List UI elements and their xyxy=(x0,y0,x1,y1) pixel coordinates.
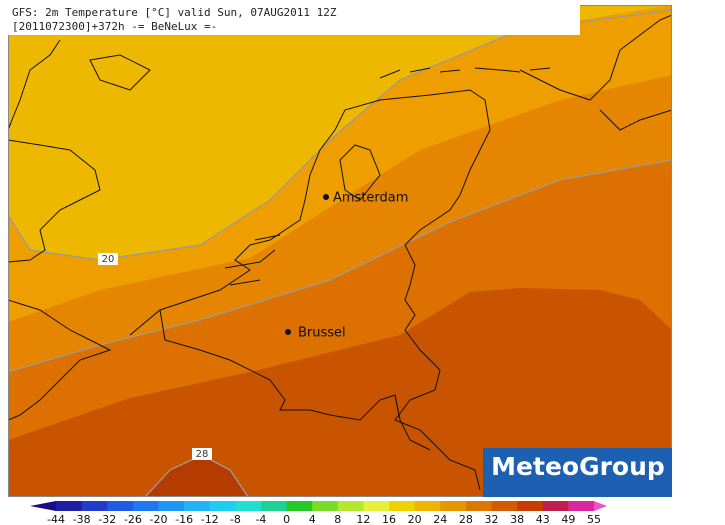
colorbar-swatch xyxy=(260,501,288,511)
colorbar-swatch xyxy=(491,501,518,511)
colorbar-label: -20 xyxy=(149,513,167,525)
colorbar-swatch xyxy=(235,501,262,511)
colorbar-swatch xyxy=(107,501,134,511)
colorbar-swatch xyxy=(465,501,493,511)
colorbar-label: 55 xyxy=(587,513,601,525)
colorbar-arrow xyxy=(594,501,607,511)
colorbar-label: -4 xyxy=(255,513,266,525)
colorbar: -44 -38 -32 -26 -20 -16 -12 -8 -4 0 4 8 12 16 20 24 28 32… xyxy=(30,501,607,525)
colorbar-label: 8 xyxy=(334,513,341,525)
colorbar-label: 38 xyxy=(510,513,524,525)
colorbar-swatch xyxy=(517,501,544,511)
header-line: [2011072300]+372h -= BeNeLux =- xyxy=(12,20,217,33)
band xyxy=(145,455,248,497)
colorbar-swatch xyxy=(184,501,211,511)
colorbar-label: -38 xyxy=(73,513,91,525)
contour-label: 28 xyxy=(196,449,209,460)
coastlines-borders xyxy=(8,14,672,491)
colorbar-swatch xyxy=(56,501,83,511)
colorbar-label: -44 xyxy=(47,513,65,525)
colorbar-swatch xyxy=(132,501,159,511)
colorbar-label: -16 xyxy=(175,513,193,525)
colorbar-label: -8 xyxy=(230,513,241,525)
temperature-field xyxy=(8,5,672,497)
city-dot xyxy=(285,329,291,335)
colorbar-arrow xyxy=(30,501,56,511)
header-line: GFS: 2m Temperature [°C] valid Sun, 07AU… xyxy=(12,6,337,19)
colorbar-swatch xyxy=(337,501,364,511)
colorbar-label: 4 xyxy=(309,513,316,525)
colorbar-label: 12 xyxy=(356,513,370,525)
colorbar-swatch xyxy=(209,501,236,511)
colorbar-swatch xyxy=(81,501,108,511)
logo-box xyxy=(483,448,672,497)
colorbar-label: -32 xyxy=(98,513,116,525)
band xyxy=(8,5,672,260)
contour-label-box xyxy=(192,448,212,460)
colorbar-label: 24 xyxy=(433,513,447,525)
colorbar-swatch xyxy=(363,501,390,511)
colorbar-label: 43 xyxy=(536,513,550,525)
colorbar-swatch xyxy=(568,501,595,511)
colorbar-label: 20 xyxy=(408,513,422,525)
colorbar-swatch xyxy=(312,501,339,511)
colorbar-label: 49 xyxy=(561,513,575,525)
contour-label: 20 xyxy=(102,254,115,265)
city-label: Brussel xyxy=(298,326,346,341)
colorbar-swatch xyxy=(286,501,313,511)
colorbar-swatch xyxy=(158,501,185,511)
colorbar-label: 32 xyxy=(485,513,499,525)
colorbar-label: 0 xyxy=(283,513,290,525)
city-dot xyxy=(323,194,329,200)
colorbar-label: -26 xyxy=(124,513,142,525)
colorbar-swatch xyxy=(542,501,569,511)
colorbar-label: -12 xyxy=(201,513,219,525)
city-label: Amsterdam xyxy=(333,191,408,206)
colorbar-swatch xyxy=(389,501,416,511)
colorbar-label: 28 xyxy=(459,513,473,525)
logo: MeteoGroup xyxy=(491,452,665,481)
contour-label-box xyxy=(98,253,118,265)
colorbar-label: 16 xyxy=(382,513,396,525)
colorbar-swatch xyxy=(414,501,441,511)
colorbar-swatch xyxy=(440,501,467,511)
header-box xyxy=(8,5,580,35)
